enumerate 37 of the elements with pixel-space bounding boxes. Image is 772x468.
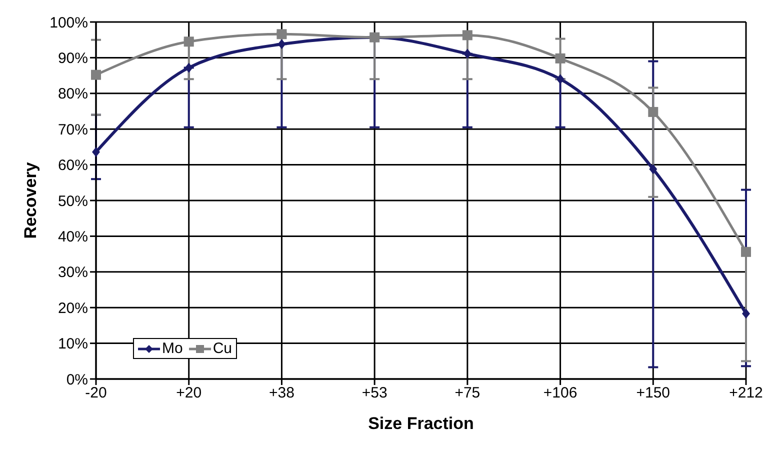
point xyxy=(276,29,287,40)
y-tick-label: 10% xyxy=(58,336,88,353)
x-tick-label: +38 xyxy=(268,384,294,402)
x-tick-label: +150 xyxy=(636,384,670,402)
point xyxy=(742,308,750,319)
x-tick-label: +212 xyxy=(729,384,763,402)
point xyxy=(463,48,472,59)
point xyxy=(556,74,564,84)
point xyxy=(92,146,100,157)
x-tick-label: -20 xyxy=(85,384,107,402)
point xyxy=(741,246,751,257)
point xyxy=(91,70,101,80)
point xyxy=(462,30,472,40)
point xyxy=(278,39,286,50)
y-tick-label: 70% xyxy=(58,121,88,138)
x-tick-label: +20 xyxy=(176,384,202,402)
y-tick-label: 80% xyxy=(58,86,88,103)
point xyxy=(555,53,566,64)
y-tick-label: 30% xyxy=(58,264,88,282)
y-tick-label: 0% xyxy=(66,371,88,388)
legend-label: Mo xyxy=(161,340,183,357)
y-tick-label: 40% xyxy=(58,228,88,246)
x-axis-title: Size Fraction xyxy=(368,414,474,433)
point xyxy=(648,106,658,117)
point xyxy=(649,164,658,174)
y-tick-label: 100% xyxy=(50,14,88,32)
point xyxy=(184,36,194,47)
y-tick-label: 90% xyxy=(58,50,88,68)
y-axis-title: Recovery xyxy=(21,162,40,239)
x-tick-label: +75 xyxy=(454,384,480,402)
point xyxy=(184,62,193,73)
legend-label: Cu xyxy=(212,340,232,357)
y-tick-label: 60% xyxy=(58,157,88,174)
y-tick-label: 50% xyxy=(58,192,88,210)
y-tick-label: 20% xyxy=(58,300,88,317)
x-tick-label: +106 xyxy=(543,384,578,402)
x-tick-label: +53 xyxy=(362,384,388,402)
